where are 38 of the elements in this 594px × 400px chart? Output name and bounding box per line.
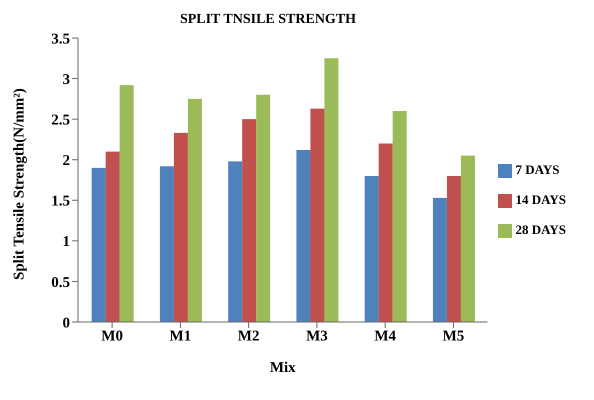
x-tick-label: M3 [306,328,328,345]
x-axis-title: Mix [270,360,296,376]
bar [256,94,270,322]
bar [188,98,202,322]
y-tick-label: 3.5 [51,31,70,48]
x-tick-label: M5 [442,328,464,345]
bar [432,198,447,322]
y-tick-label: 2 [62,153,70,170]
y-tick-label: 1 [62,234,70,250]
y-tick-label: 0.5 [51,274,70,291]
bar [160,166,174,322]
bar [92,168,106,322]
bar [228,161,242,322]
y-axis-title: Split Tensile Strength(N/mm²) [11,88,28,280]
x-tick-label: M1 [170,328,192,345]
legend-label: 14 DAYS [516,192,566,207]
bar [310,108,324,322]
y-tick-label: 2.5 [51,112,70,128]
y-tick-label: 3 [62,72,70,88]
bar [324,58,338,322]
bar [378,143,393,322]
bar [296,150,310,322]
bar [392,111,407,322]
y-tick-label: 1.5 [51,194,70,210]
bar [364,176,379,322]
y-tick-label: 0 [62,315,70,332]
x-tick-label: M4 [374,328,396,345]
legend-label: 28 DAYS [516,222,566,237]
x-tick-label: M0 [101,328,123,345]
x-tick-label: M2 [238,328,260,345]
legend-label: 7 DAYS [516,162,560,177]
bar [242,119,256,322]
bar [460,156,475,322]
bar [106,152,120,322]
bar [120,85,134,322]
bar [446,176,461,322]
bar [174,132,188,322]
chart-title: SPLIT TNSILE STRENGTH [178,12,358,28]
